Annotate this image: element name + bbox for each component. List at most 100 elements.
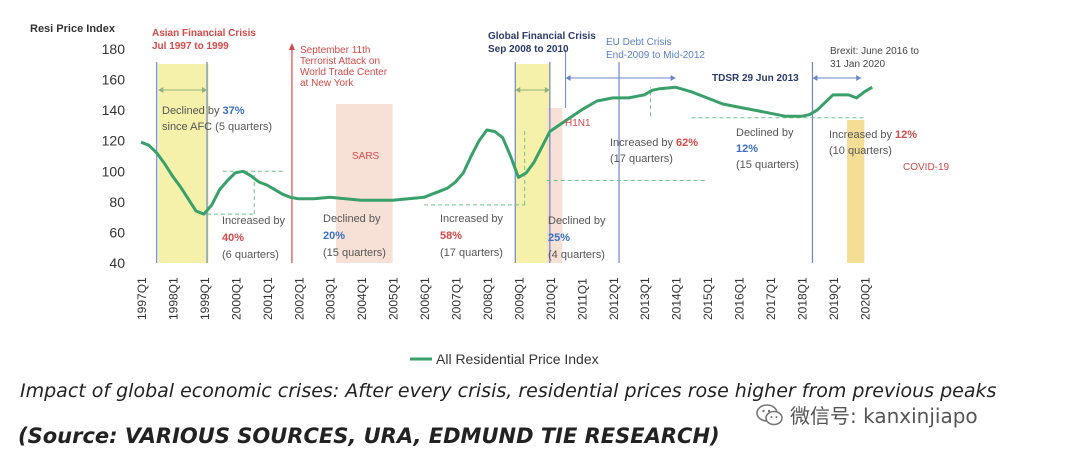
annotation-sept_l1: September 11th xyxy=(300,45,370,56)
brexit-span-arrow-head xyxy=(812,75,818,81)
rise58-line2: 58% xyxy=(440,230,462,242)
x-tick-label: 2016Q1 xyxy=(733,277,747,320)
eu-span-arrow-head xyxy=(670,75,676,81)
y-tick-label: 120 xyxy=(102,133,126,149)
y-tick-label: 160 xyxy=(102,72,126,88)
tdsr-label: TDSR 29 Jun 2013 xyxy=(712,73,799,84)
brexit-line2: 31 Jan 2020 xyxy=(830,59,885,70)
rise58-line1: Increased by xyxy=(440,213,503,225)
x-tick-label: 2008Q1 xyxy=(481,277,495,320)
x-tick-label: 2017Q1 xyxy=(764,277,778,320)
x-tick-label: 1998Q1 xyxy=(166,277,180,320)
annotation-tdsr: TDSR 29 Jun 2013 xyxy=(712,73,799,84)
x-tick-label: 2011Q1 xyxy=(575,278,589,320)
annotation-d20b: 20% xyxy=(323,230,345,242)
x-tick-label: 2010Q1 xyxy=(544,277,558,320)
decline25-line1: Declined by xyxy=(548,215,606,227)
y-tick-label: 100 xyxy=(102,163,126,179)
x-tick-label: 2020Q1 xyxy=(858,277,872,320)
annotation-h1n1: H1N1 xyxy=(565,118,591,129)
y-tick-label: 80 xyxy=(109,194,125,210)
eu-title: EU Debt Crisis xyxy=(606,37,672,48)
annotation-i12b: 12% xyxy=(895,129,917,141)
annotation-i62b: 62% xyxy=(676,137,698,149)
annotation-i62a: Increased by xyxy=(610,137,676,149)
annotation-i58b: 58% xyxy=(440,230,462,242)
annotation-gfc_title: Global Financial Crisis xyxy=(488,31,596,42)
rise40-line1: Increased by xyxy=(222,215,285,227)
legend-label: All Residential Price Index xyxy=(436,351,599,367)
x-tick-label: 2014Q1 xyxy=(670,277,684,320)
annotation-i62c: (17 quarters) xyxy=(610,153,673,165)
annotation-d25b: 25% xyxy=(548,232,570,244)
annotation-d37a: Declined by xyxy=(162,105,223,117)
afc-decline-line1: Declined by 37% xyxy=(162,105,245,117)
x-tick-label: 2001Q1 xyxy=(261,277,275,320)
annotation-d12a: Declined by xyxy=(736,127,794,139)
x-tick-label: 2002Q1 xyxy=(292,277,306,320)
y-tick-label: 60 xyxy=(109,224,125,240)
annotation-brexit2: 31 Jan 2020 xyxy=(830,59,885,70)
afc-span-arrow-head xyxy=(202,87,208,93)
rise58-line3: (17 quarters) xyxy=(440,247,503,259)
sars-band xyxy=(335,104,393,263)
afc-dates: Jul 1997 to 1999 xyxy=(152,41,229,52)
decline20-line2: 20% xyxy=(323,230,345,242)
annotation-gfc_dates: Sep 2008 to 2010 xyxy=(488,44,569,55)
annotation-sept_l3: World Trade Center xyxy=(300,67,388,78)
wechat-icon xyxy=(756,403,783,425)
sept11-line3: World Trade Center xyxy=(300,67,388,78)
x-tick-label: 2019Q1 xyxy=(827,277,841,320)
annotation-sept_l2: Terrorist Attack on xyxy=(300,56,380,67)
covid-label: COVID-19 xyxy=(903,162,950,173)
brexit-line1: Brexit: June 2016 to xyxy=(830,46,919,57)
wechat-watermark: 微信号: kanxinjiapo xyxy=(756,400,978,429)
x-tick-label: 1999Q1 xyxy=(198,277,212,320)
x-tick-label: 2006Q1 xyxy=(418,277,432,320)
y-tick-label: 180 xyxy=(102,41,126,57)
sept11-line2: Terrorist Attack on xyxy=(300,56,380,67)
rise40-line3: (6 quarters) xyxy=(222,249,279,261)
source-note: (Source: VARIOUS SOURCES, URA, EDMUND TI… xyxy=(18,424,720,448)
rise40-line2: 40% xyxy=(222,232,244,244)
annotation-sept_l4: at New York xyxy=(300,78,354,89)
annotation-i58c: (17 quarters) xyxy=(440,247,503,259)
x-tick-label: 2015Q1 xyxy=(701,277,715,320)
rise62-line1: Increased by 62% xyxy=(610,137,698,149)
annotation-i40a: Increased by xyxy=(222,215,285,227)
afc-title: Asian Financial Crisis xyxy=(152,28,256,39)
y-tick-label: 40 xyxy=(109,255,125,271)
y-axis-label: Resi Price Index xyxy=(30,23,116,35)
x-tick-label: 2012Q1 xyxy=(607,277,621,320)
h1n1-band xyxy=(546,108,563,263)
gfc-span-arrow-head xyxy=(544,87,550,93)
chart-caption: Impact of global economic crises: After … xyxy=(20,380,997,402)
rise12-line1: Increased by 12% xyxy=(829,129,917,141)
annotation-d37c: since AFC (5 quarters) xyxy=(162,121,272,133)
annotation-d12b: 12% xyxy=(736,143,758,155)
sept11-line1: September 11th xyxy=(300,45,370,56)
decline12-line3: (15 quarters) xyxy=(736,159,799,171)
sars-label: SARS xyxy=(352,151,380,162)
annotation-i12c: (10 quarters) xyxy=(829,145,892,157)
eu-dates: End-2009 to Mid-2012 xyxy=(606,50,705,61)
series-line-all-residential xyxy=(140,85,873,216)
brexit-span-arrow-head xyxy=(856,75,862,81)
decline20-line3: (15 quarters) xyxy=(323,247,386,259)
annotation-i58a: Increased by xyxy=(440,213,503,225)
x-tick-label: 2018Q1 xyxy=(795,277,809,320)
annotation-d12c: (15 quarters) xyxy=(736,159,799,171)
annotation-eu_title: EU Debt Crisis xyxy=(606,37,672,48)
x-tick-label: 2000Q1 xyxy=(229,277,243,320)
x-tick-label: 2013Q1 xyxy=(638,277,652,320)
decline25-line3: (4 quarters) xyxy=(548,249,605,261)
eu-span-arrow-head xyxy=(565,75,571,81)
annotation-eu_dates: End-2009 to Mid-2012 xyxy=(606,50,705,61)
decline20-line1: Declined by xyxy=(323,213,381,225)
x-tick-label: 2009Q1 xyxy=(512,277,526,320)
watermark-text: 微信号: kanxinjiapo xyxy=(790,404,978,428)
annotation-d25a: Declined by xyxy=(548,215,606,227)
annotation-brexit1: Brexit: June 2016 to xyxy=(830,46,919,57)
annotation-d37b: 37% xyxy=(223,105,245,117)
afc-band xyxy=(158,64,209,263)
